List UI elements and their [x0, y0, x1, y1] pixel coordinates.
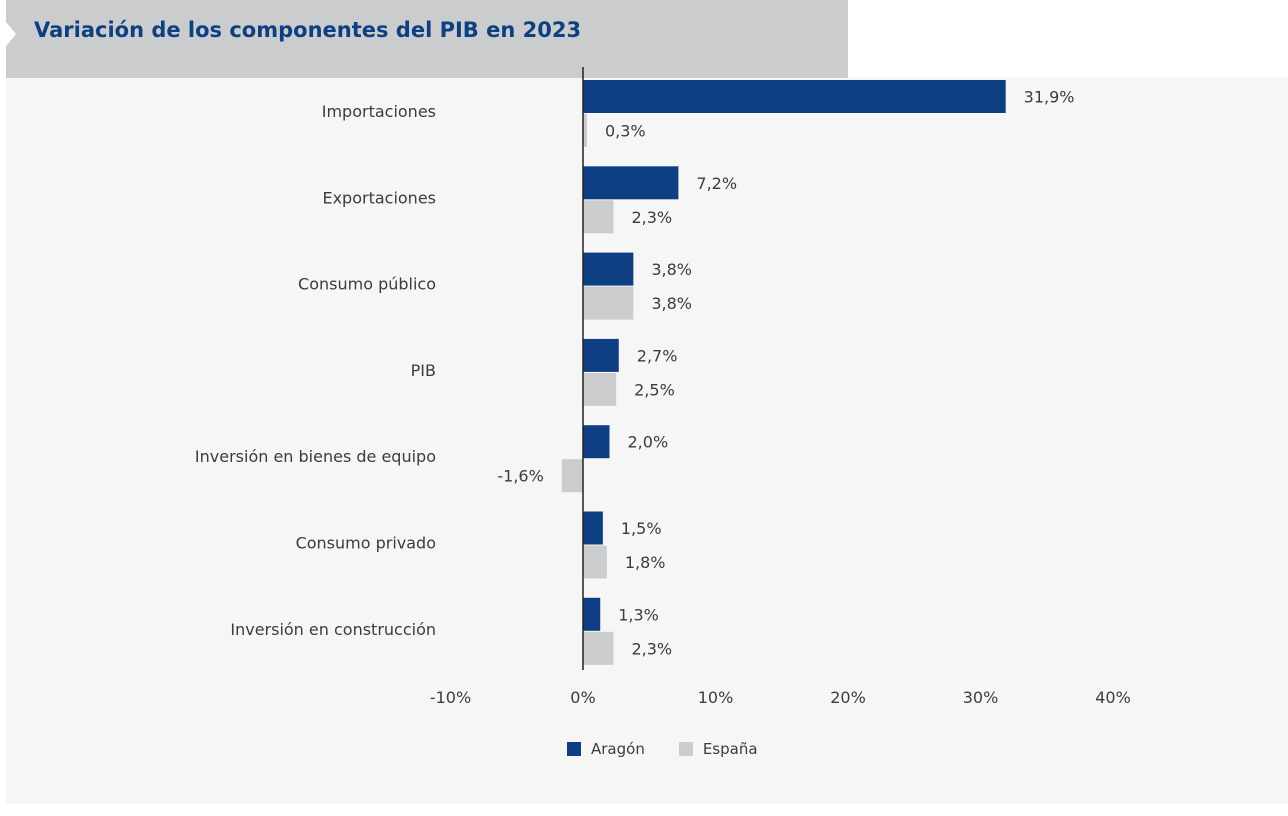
- data-label-aragon-importaciones: 31,9%: [1024, 88, 1075, 107]
- x-tick-label-40: 40%: [1095, 688, 1131, 707]
- x-tick-labels: -10% 0% 10% 20% 30% 40%: [430, 688, 1131, 707]
- legend-item-aragon: Aragón: [567, 740, 645, 758]
- bar-espana-inversion-en-bienes-de-equipo: [561, 459, 583, 493]
- category-label-pib: PIB: [411, 361, 436, 380]
- title-band: [6, 0, 848, 78]
- bar-aragon-pib: [583, 338, 619, 372]
- category-label-inversion-en-bienes-de-equipo: Inversión en bienes de equipo: [195, 447, 436, 466]
- bar-aragon-consumo-publico: [583, 252, 634, 286]
- bar-espana-importaciones: [583, 114, 587, 147]
- data-label-aragon-inversion-en-bienes-de-equipo: 2,0%: [628, 433, 669, 452]
- legend: Aragón España: [567, 740, 782, 758]
- category-labels: Importaciones Exportaciones Consumo públic…: [195, 102, 436, 639]
- x-tick-label-10: 10%: [698, 688, 734, 707]
- category-label-consumo-privado: Consumo privado: [296, 534, 436, 553]
- bar-aragon-consumo-privado: [583, 511, 603, 545]
- data-label-aragon-consumo-publico: 3,8%: [651, 260, 692, 279]
- bar-espana-consumo-privado: [583, 545, 607, 579]
- title-notch-decoration: [6, 22, 16, 46]
- x-tick-label-30: 30%: [963, 688, 999, 707]
- legend-swatch-espana: [678, 742, 693, 756]
- legend-swatch-aragon: [567, 742, 581, 756]
- bar-espana-pib: [583, 372, 617, 406]
- category-label-consumo-publico: Consumo público: [298, 275, 436, 294]
- data-label-espana-consumo-privado: 1,8%: [625, 553, 666, 572]
- data-label-aragon-exportaciones: 7,2%: [696, 174, 737, 193]
- bar-aragon-importaciones: [583, 80, 1006, 113]
- chart-title: Variación de los componentes del PIB en …: [34, 18, 582, 42]
- data-label-aragon-consumo-privado: 1,5%: [621, 519, 662, 538]
- category-label-importaciones: Importaciones: [322, 102, 436, 121]
- x-tick-label-0: 0%: [570, 688, 595, 707]
- bar-aragon-exportaciones: [583, 166, 679, 200]
- category-label-exportaciones: Exportaciones: [322, 188, 436, 207]
- data-label-espana-consumo-publico: 3,8%: [651, 294, 692, 313]
- data-label-aragon-pib: 2,7%: [637, 346, 678, 365]
- bar-espana-exportaciones: [583, 200, 614, 234]
- data-label-espana-exportaciones: 2,3%: [631, 208, 672, 227]
- bar-aragon-inversion-en-bienes-de-equipo: [583, 425, 610, 459]
- bars: [561, 80, 1006, 665]
- x-tick-label-neg10: -10%: [430, 688, 471, 707]
- bar-aragon-inversion-en-construccion: [583, 597, 601, 631]
- data-label-aragon-inversion-en-construccion: 1,3%: [618, 605, 659, 624]
- data-label-espana-inversion-en-construccion: 2,3%: [631, 639, 672, 658]
- bar-espana-inversion-en-construccion: [583, 631, 614, 665]
- data-label-espana-importaciones: 0,3%: [605, 122, 646, 141]
- legend-label-aragon: Aragón: [591, 740, 645, 758]
- legend-label-espana: España: [702, 740, 758, 758]
- category-label-inversion-en-construccion: Inversión en construcción: [230, 620, 436, 639]
- legend-item-espana: España: [678, 740, 758, 758]
- data-label-espana-pib: 2,5%: [634, 380, 675, 399]
- data-labels: 31,9% 0,3% 7,2% 2,3% 3,8% 3,8% 2,7% 2,5% 2,0% -1,…: [497, 88, 1074, 659]
- x-tick-label-20: 20%: [830, 688, 866, 707]
- data-label-espana-inversion-en-bienes-de-equipo: -1,6%: [497, 467, 543, 486]
- bar-espana-consumo-publico: [583, 286, 634, 320]
